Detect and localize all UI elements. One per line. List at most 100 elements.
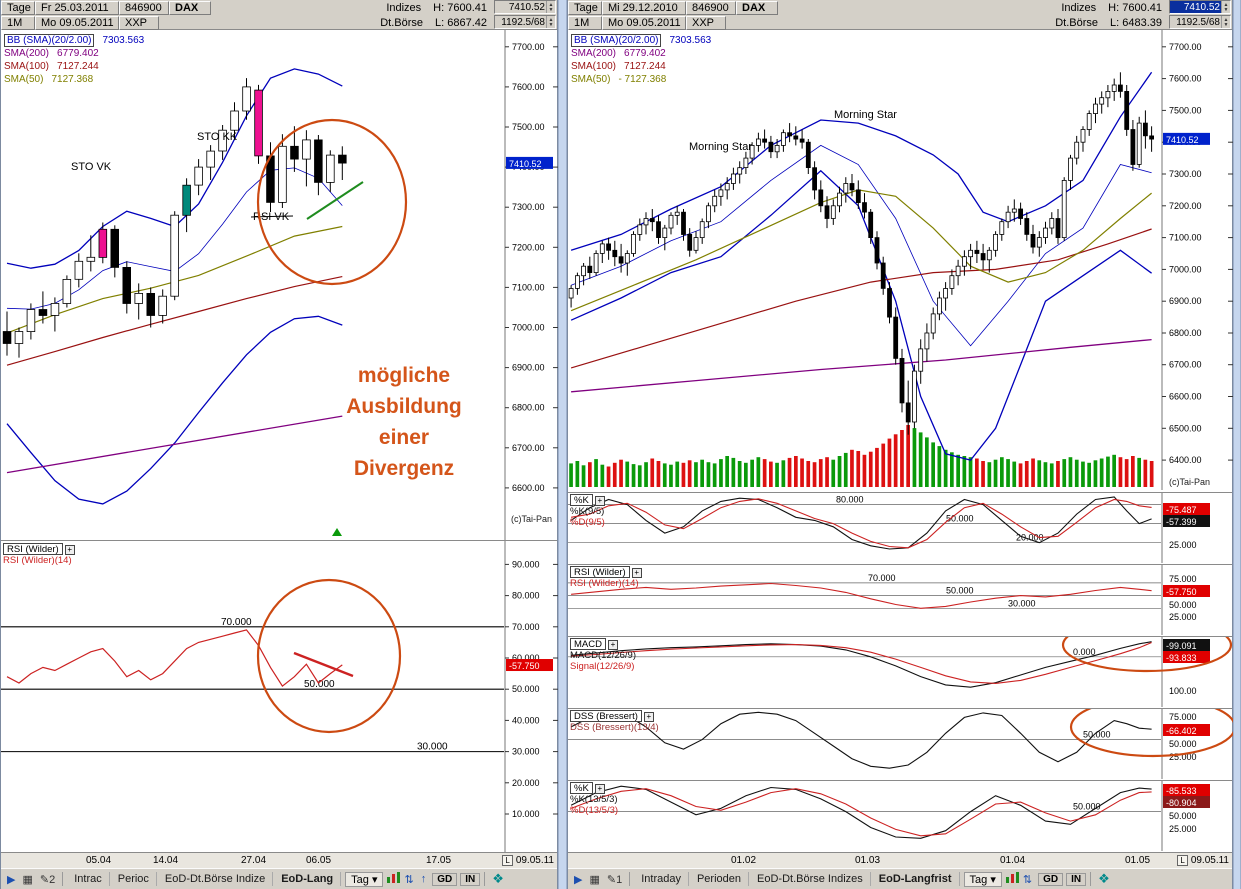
- period-cell[interactable]: Tage: [568, 0, 602, 15]
- indicator-button[interactable]: DSS (Bressert): [570, 710, 642, 722]
- updown-arrows-icon[interactable]: ⇅: [1022, 873, 1033, 886]
- zoom-cell[interactable]: 1M: [568, 15, 602, 30]
- tab-intraday[interactable]: Intrac: [67, 872, 110, 886]
- candle: [14, 327, 24, 358]
- candle: [50, 297, 60, 332]
- svg-text:7300.00: 7300.00: [1169, 169, 1202, 179]
- candle: [1124, 85, 1130, 136]
- tab-eod-langfrist[interactable]: EoD-Langfrist: [872, 872, 960, 886]
- stochastic-canvas[interactable]: 80.000 50.000 20.000 -75.487 -57.399 25.000: [568, 493, 1234, 563]
- log-scale-toggle[interactable]: L: [502, 855, 513, 866]
- add-indicator-icon[interactable]: +: [594, 496, 605, 506]
- right-edge-scrollbar[interactable]: [1233, 0, 1241, 889]
- candle: [182, 178, 191, 233]
- indicator-button[interactable]: %K: [570, 494, 593, 506]
- exchange-cell: XXP: [686, 15, 726, 30]
- trend-line[interactable]: [306, 181, 364, 220]
- gd-button[interactable]: GD: [432, 872, 458, 886]
- add-indicator-icon[interactable]: +: [594, 784, 605, 794]
- candle: [326, 150, 335, 192]
- bar-chart-icon[interactable]: [387, 872, 401, 886]
- tab-intraday[interactable]: Intraday: [634, 872, 689, 886]
- diamond-icon[interactable]: ❖: [492, 871, 504, 886]
- tab-eod-indizes[interactable]: EoD-Dt.Börse Indize: [158, 872, 274, 886]
- period-dropdown[interactable]: Tag ▾: [963, 871, 1002, 887]
- add-indicator-icon[interactable]: +: [607, 640, 618, 650]
- updown-arrows-icon[interactable]: ⇅: [404, 873, 414, 886]
- price-chart-canvas[interactable]: 7700.007600.007500.007400.007300.007200.…: [568, 30, 1234, 490]
- candle: [837, 186, 842, 213]
- date-tick: 01.02: [731, 855, 757, 866]
- macd-canvas[interactable]: 0.000 -99.091 -93.833 100.00: [568, 617, 1234, 707]
- up-arrow-icon[interactable]: ↑: [420, 873, 427, 885]
- svg-text:25.000: 25.000: [1169, 612, 1197, 622]
- grid-icon[interactable]: ▦: [22, 873, 33, 886]
- dss-panel[interactable]: 50.000 75.000 -66.402 50.000 25.000 DSS (Bre…: [568, 696, 1237, 779]
- period-cell[interactable]: Tage: [1, 0, 35, 15]
- volume-bar: [675, 461, 680, 487]
- dss-canvas[interactable]: 50.000 75.000 -66.402 50.000 25.000: [568, 696, 1237, 779]
- candle: [799, 129, 805, 149]
- spread-spinner[interactable]: ▲ ▼: [1221, 16, 1230, 28]
- candle: [712, 189, 718, 213]
- rsi-header: RSI (Wilder) + RSI (Wilder)(14): [570, 566, 642, 589]
- add-indicator-icon[interactable]: +: [631, 568, 642, 578]
- stochastic2-panel[interactable]: 50.000 -85.533 -80.904 50.000 25.000 %K + %K(1…: [568, 780, 1234, 851]
- rsi-panel[interactable]: 70.000 50.000 30.000 75.000 -57.750 50.000 25.…: [568, 564, 1234, 635]
- add-indicator-icon[interactable]: +: [643, 712, 654, 722]
- trend-line[interactable]: [293, 651, 354, 678]
- date-tick: 01.03: [855, 855, 881, 866]
- pencil-icon[interactable]: ✎2: [39, 873, 56, 886]
- stochastic2-canvas[interactable]: 50.000 -85.533 -80.904 50.000 25.000: [568, 781, 1234, 851]
- in-button[interactable]: IN: [460, 872, 481, 886]
- panel-splitter[interactable]: [558, 0, 567, 889]
- macd-panel[interactable]: 0.000 -99.091 -93.833 100.00 MACD + MACD(12/2…: [568, 617, 1234, 707]
- date-tick: 27.04: [241, 855, 267, 866]
- spread-spinner[interactable]: ▲ ▼: [546, 16, 555, 28]
- candle: [924, 323, 930, 362]
- zoom-cell[interactable]: 1M: [1, 15, 35, 30]
- in-button[interactable]: IN: [1066, 872, 1087, 886]
- price-chart-canvas[interactable]: 7700.007600.007500.007400.007300.007200.…: [1, 30, 559, 540]
- volume-bar: [719, 459, 723, 487]
- tab-eod-indizes[interactable]: EoD-Dt.Börse Indizes: [750, 872, 871, 886]
- indicator-button[interactable]: %K: [570, 782, 593, 794]
- svg-text:50.000: 50.000: [1083, 730, 1111, 740]
- candle: [656, 215, 661, 244]
- current-date-label: 09.05.11: [515, 855, 554, 866]
- grid-icon[interactable]: ▦: [589, 873, 600, 886]
- stochastic-panel[interactable]: 80.000 50.000 20.000 -75.487 -57.399 25.000 %…: [568, 492, 1234, 563]
- period-dropdown[interactable]: Tag ▾: [345, 871, 384, 887]
- svg-text:-57.750: -57.750: [509, 661, 540, 671]
- indicator-button[interactable]: RSI (Wilder): [3, 543, 63, 555]
- svg-text:50.000: 50.000: [946, 586, 974, 596]
- volume-bar: [1049, 463, 1054, 487]
- rsi-canvas[interactable]: 70.000 50.000 30.000 75.000 -57.750 50.000 25.…: [568, 565, 1234, 635]
- gd-button[interactable]: GD: [1038, 872, 1064, 886]
- indicator-button[interactable]: RSI (Wilder): [570, 566, 630, 578]
- svg-text:6700.00: 6700.00: [1169, 360, 1202, 370]
- diamond-icon[interactable]: ❖: [1098, 871, 1110, 886]
- add-indicator-icon[interactable]: +: [64, 545, 75, 555]
- pencil-icon[interactable]: ✎1: [606, 873, 623, 886]
- play-icon[interactable]: ▶: [7, 873, 16, 886]
- rsi-chart-canvas[interactable]: 70.000 50.000 30.000 90.000 80.000 70.000 60.0…: [1, 541, 559, 853]
- left-rsi-panel[interactable]: 70.000 50.000 30.000 90.000 80.000 70.000 60.0…: [1, 540, 559, 853]
- tab-eod-langfrist[interactable]: EoD-Lang: [274, 872, 342, 886]
- annotation-ellipse[interactable]: [256, 118, 408, 286]
- indicator-button[interactable]: MACD: [570, 638, 606, 650]
- log-scale-toggle[interactable]: L: [1177, 855, 1188, 866]
- annotation-ellipse[interactable]: [256, 578, 402, 734]
- arrow-marker: [332, 528, 342, 536]
- bar-chart-icon[interactable]: [1005, 872, 1019, 886]
- price-spinner[interactable]: ▲ ▼: [546, 1, 555, 13]
- tab-perioden[interactable]: Perioden: [690, 872, 750, 886]
- right-main-chart-area[interactable]: 7700.007600.007500.007400.007300.007200.…: [568, 30, 1234, 490]
- candle: [1086, 110, 1092, 136]
- candle: [955, 259, 961, 286]
- candle: [1118, 72, 1123, 98]
- tab-perioden[interactable]: Perioc: [111, 872, 157, 886]
- play-icon[interactable]: ▶: [574, 873, 583, 886]
- price-spinner[interactable]: ▲ ▼: [1221, 1, 1230, 13]
- left-main-chart-area[interactable]: 7700.007600.007500.007400.007300.007200.…: [1, 30, 559, 540]
